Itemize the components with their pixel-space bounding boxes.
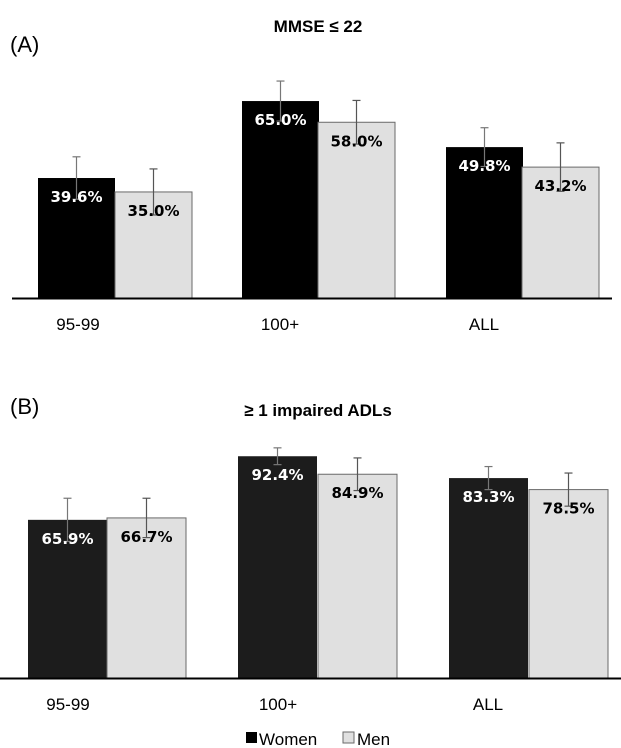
legend: Women Men bbox=[246, 730, 390, 748]
panel-b-label-women-100+: 92.4% bbox=[251, 466, 303, 484]
panel-b-errorbar-men-95-99 bbox=[142, 497, 151, 539]
legend-men-label: Men bbox=[357, 730, 390, 748]
panel-b-category-95-99: 95-99 bbox=[46, 695, 89, 714]
panel-b-plot: 65.9% 66.7% 95-99 92.4% 84.9% 100+ 83.3% 78.5% A… bbox=[0, 447, 621, 714]
panel-b-category-ALL: ALL bbox=[473, 695, 503, 714]
panel-a-label-men-ALL: 43.2% bbox=[534, 177, 586, 195]
panel-b-errorbar-women-95-99 bbox=[63, 497, 72, 543]
panel-a-label-men-100+: 58.0% bbox=[330, 132, 382, 150]
panel-a-errorbar-men-ALL bbox=[556, 142, 565, 192]
panel-a-title: MMSE ≤ 22 bbox=[274, 17, 363, 36]
panel-b-label-men-95-99: 66.7% bbox=[120, 528, 172, 546]
panel-b-errorbar-men-100+ bbox=[353, 457, 362, 492]
panel-b-errorbar-women-ALL bbox=[484, 465, 493, 491]
legend-women-label: Women bbox=[259, 730, 317, 748]
panel-a-label-women-100+: 65.0% bbox=[254, 111, 306, 129]
panel-a-category-ALL: ALL bbox=[469, 315, 499, 334]
panel-b-bar-men-ALL bbox=[528, 489, 609, 679]
panel-a-category-100+: 100+ bbox=[261, 315, 299, 334]
panel-b-errorbar-men-ALL bbox=[564, 472, 573, 507]
legend-men-swatch bbox=[342, 731, 355, 744]
panel-a-label-women-ALL: 49.8% bbox=[458, 157, 510, 175]
panel-b-bar-women-100+ bbox=[238, 456, 317, 678]
panel-a-plot: 39.6% 35.0% 95-99 65.0% 58.0% 100+ 49.8% 43.2% A… bbox=[12, 80, 612, 334]
panel-b-bar-men-100+ bbox=[317, 473, 398, 679]
panel-b-label-men-ALL: 78.5% bbox=[542, 500, 594, 518]
panel-b-errorbar-women-100+ bbox=[273, 447, 282, 466]
panel-b-label-men-100+: 84.9% bbox=[331, 484, 383, 502]
panel-a-label-women-95-99: 39.6% bbox=[50, 188, 102, 206]
panel-b-bar-women-ALL bbox=[449, 478, 528, 678]
panel-a-errorbar-women-100+ bbox=[276, 80, 285, 122]
panel-a-bar-women-ALL bbox=[446, 147, 523, 298]
panel-b-letter: (B) bbox=[10, 394, 39, 419]
panel-a-letter: (A) bbox=[10, 32, 39, 57]
legend-women-swatch bbox=[246, 732, 257, 743]
panel-a-category-95-99: 95-99 bbox=[56, 315, 99, 334]
panel-b-label-women-ALL: 83.3% bbox=[462, 488, 514, 506]
panel-b-category-100+: 100+ bbox=[259, 695, 297, 714]
panel-a-errorbar-men-95-99 bbox=[149, 168, 158, 216]
panel-b-title: ≥ 1 impaired ADLs bbox=[244, 401, 392, 420]
panel-a-bar-women-100+ bbox=[242, 101, 319, 298]
panel-b-bar-women-95-99 bbox=[28, 519, 107, 678]
panel-a-errorbar-women-95-99 bbox=[72, 156, 81, 200]
panel-a-errorbar-men-100+ bbox=[352, 99, 361, 145]
panel-a-errorbar-women-ALL bbox=[480, 127, 489, 168]
panel-b-label-women-95-99: 65.9% bbox=[41, 530, 93, 548]
panel-a-label-men-95-99: 35.0% bbox=[127, 202, 179, 220]
